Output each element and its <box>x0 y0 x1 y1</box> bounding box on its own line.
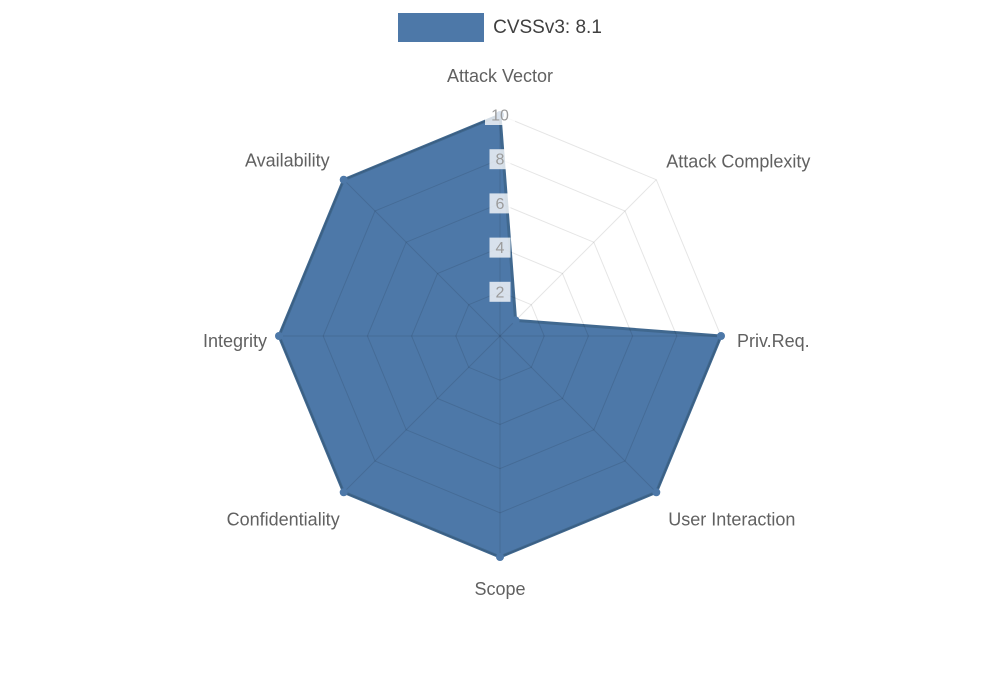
data-point <box>496 553 504 561</box>
axis-spoke <box>343 335 501 493</box>
data-point <box>275 332 283 340</box>
tick-backdrop <box>489 281 511 302</box>
legend-swatch[interactable] <box>398 13 485 42</box>
data-point <box>652 488 661 497</box>
axis-spoke <box>499 335 657 493</box>
grid-ring <box>322 158 678 514</box>
data-point <box>511 316 520 325</box>
axis-label: Confidentiality <box>227 509 340 529</box>
data-point <box>717 332 725 340</box>
axis-label: Availability <box>245 151 330 171</box>
axis-label: Integrity <box>203 331 267 351</box>
axis-spoke <box>343 179 501 337</box>
tick-label: 10 <box>491 108 509 125</box>
axis-label: Attack Complexity <box>666 152 810 172</box>
tick-backdrop <box>489 193 511 214</box>
legend-label[interactable]: CVSSv3: 8.1 <box>493 17 602 38</box>
grid-ring <box>411 247 589 425</box>
grid-ring <box>455 291 545 381</box>
tick-backdrop <box>485 105 515 125</box>
data-point <box>339 488 348 497</box>
axis-label: Scope <box>474 579 525 599</box>
tick-backdrop <box>489 237 511 258</box>
axis-label: Attack Vector <box>447 66 553 86</box>
grid-ring <box>366 202 634 470</box>
tick-label: 6 <box>496 196 505 213</box>
tick-label: 8 <box>496 152 505 169</box>
axis-label: User Interaction <box>668 509 795 529</box>
tick-backdrop <box>489 149 511 170</box>
tick-label: 2 <box>496 284 505 301</box>
axis-spoke <box>499 179 657 337</box>
chart-legend[interactable]: CVSSv3: 8.1 <box>0 13 1000 42</box>
tick-label: 4 <box>496 240 505 257</box>
axis-label: Priv.Req. <box>737 331 810 351</box>
data-point <box>339 175 348 184</box>
